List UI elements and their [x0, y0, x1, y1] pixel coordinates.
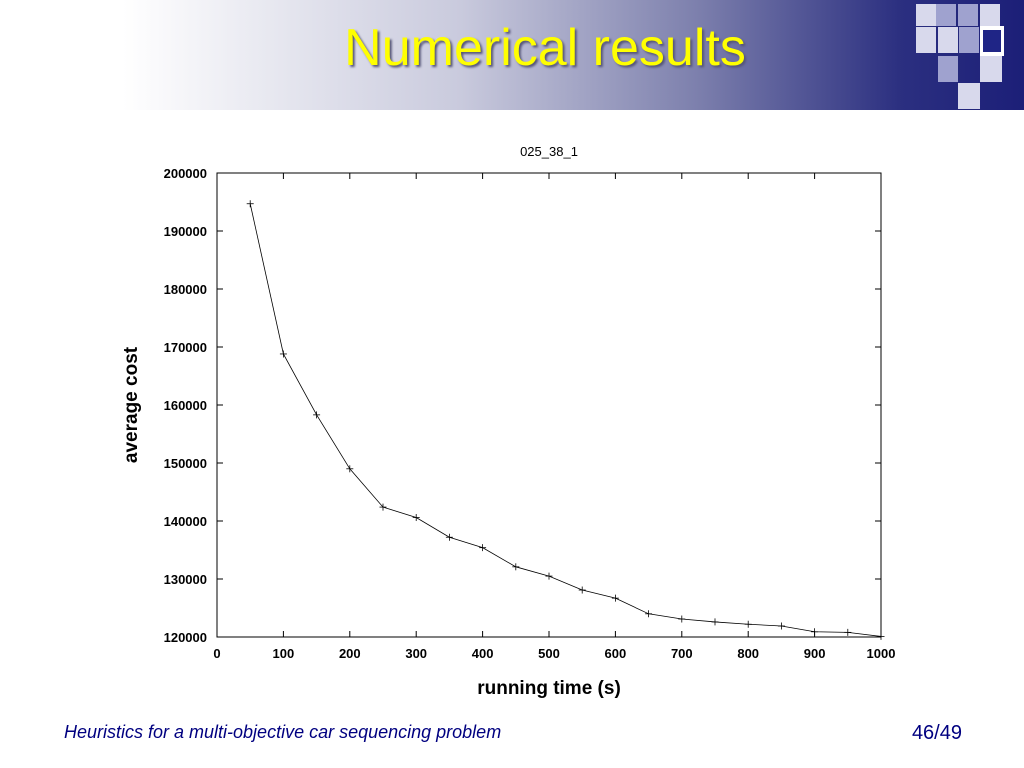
data-point — [678, 615, 686, 623]
y-tick-label: 130000 — [164, 572, 207, 587]
decorative-square — [938, 56, 958, 82]
data-point — [578, 586, 586, 594]
plot-frame — [216, 172, 882, 638]
slide-title: Numerical results — [344, 19, 746, 77]
chart-title: 025_38_1 — [520, 144, 578, 159]
x-tick-label: 800 — [737, 646, 759, 661]
data-point — [379, 503, 387, 511]
x-tick-label: 0 — [213, 646, 220, 661]
y-tick-label: 190000 — [164, 224, 207, 239]
data-point — [744, 620, 752, 628]
series-line — [249, 203, 882, 637]
x-tick-label: 200 — [339, 646, 361, 661]
decorative-square — [958, 4, 978, 26]
decorative-square — [916, 4, 936, 26]
data-point — [711, 618, 719, 626]
slide-header: Numerical results — [0, 0, 1024, 110]
data-point — [811, 628, 819, 636]
decorative-square — [980, 4, 1000, 26]
page-number: 46/49 — [911, 722, 962, 744]
x-tick-label: 700 — [671, 646, 693, 661]
x-tick-label: 400 — [472, 646, 494, 661]
axes: 0 100 200 300 400 500 600 700 800 900 1000 120000 13… — [164, 166, 896, 661]
data-point — [445, 533, 453, 541]
y-tick-label: 120000 — [164, 630, 207, 645]
data-point — [279, 350, 287, 358]
decorative-square — [959, 27, 979, 53]
data-point — [844, 628, 852, 636]
x-tick-label: 1000 — [867, 646, 896, 661]
series-layer — [246, 200, 885, 640]
x-tick-label: 600 — [605, 646, 627, 661]
decorative-square — [916, 27, 936, 53]
data-point — [611, 594, 619, 602]
y-tick-label: 170000 — [164, 340, 207, 355]
data-point — [346, 465, 354, 473]
y-tick-label: 150000 — [164, 456, 207, 471]
data-point — [412, 514, 420, 522]
x-tick-label: 100 — [273, 646, 295, 661]
y-tick-label: 200000 — [164, 166, 207, 181]
y-tick-label: 140000 — [164, 514, 207, 529]
decorative-square — [936, 4, 956, 26]
data-point — [479, 544, 487, 552]
x-axis-label: running time (s) — [477, 678, 621, 699]
x-tick-label: 300 — [405, 646, 427, 661]
data-point — [512, 563, 520, 571]
y-tick-label: 160000 — [164, 398, 207, 413]
data-point — [645, 610, 653, 618]
y-tick-label: 180000 — [164, 282, 207, 297]
decorative-square — [983, 30, 1001, 52]
x-tick-label: 900 — [804, 646, 826, 661]
data-point — [777, 622, 785, 630]
data-point — [313, 411, 321, 419]
data-point — [246, 200, 254, 208]
data-point — [545, 572, 553, 580]
decorative-square — [980, 56, 1002, 82]
decorative-square — [958, 83, 980, 109]
y-axis-label: average cost — [121, 346, 142, 463]
footer-presentation-title: Heuristics for a multi-objective car seq… — [64, 722, 502, 742]
decorative-square — [938, 27, 958, 53]
data-point — [877, 632, 885, 640]
x-tick-label: 500 — [538, 646, 560, 661]
